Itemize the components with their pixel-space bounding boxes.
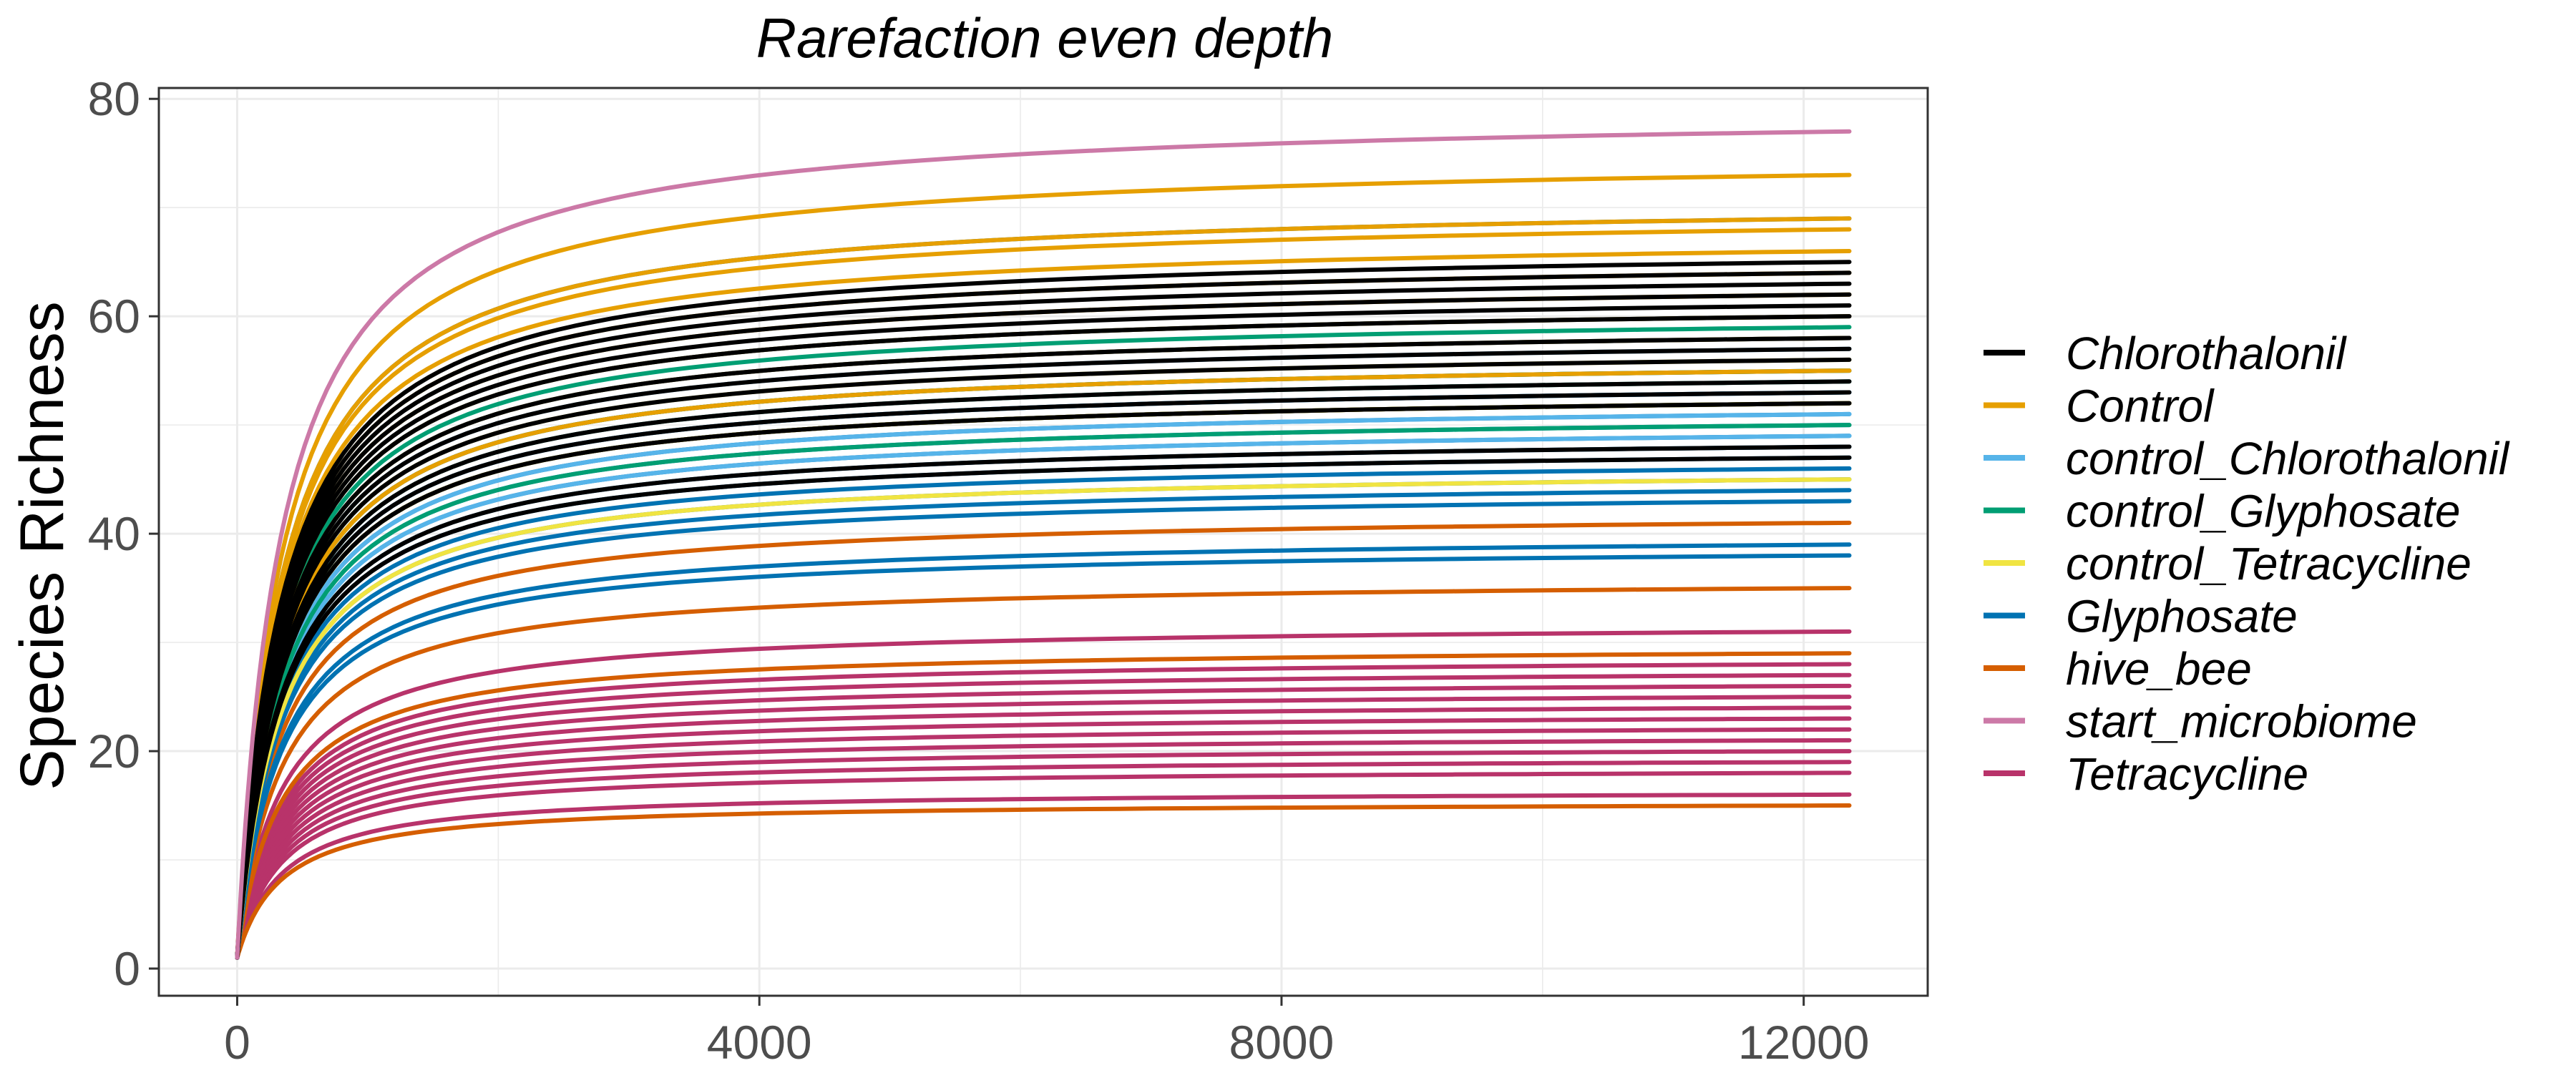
legend-label: control_Glyphosate — [2066, 486, 2460, 537]
legend-label: Chlorothalonil — [2066, 328, 2347, 379]
curve-line — [235, 586, 1852, 960]
legend-label: Control — [2066, 381, 2215, 432]
curve-line — [235, 249, 1852, 960]
y-tick-label: 40 — [88, 507, 140, 560]
y-tick-label: 80 — [88, 72, 140, 125]
curve-line — [235, 629, 1852, 960]
legend-label: hive_bee — [2066, 643, 2252, 695]
legend-item: Tetracycline — [1984, 748, 2308, 800]
x-tick-label: 8000 — [1229, 1016, 1335, 1069]
legend-label: control_Chlorothalonil — [2066, 433, 2510, 484]
curve-line — [235, 792, 1852, 960]
x-tick-label: 0 — [224, 1016, 250, 1069]
y-tick-label: 20 — [88, 725, 140, 778]
curve-line — [235, 803, 1852, 960]
x-tick-label: 12000 — [1738, 1016, 1870, 1069]
y-tick-label: 60 — [88, 290, 140, 343]
series-tetracycline — [235, 629, 1852, 960]
curve-line — [235, 749, 1852, 960]
legend-item: hive_bee — [1984, 643, 2252, 695]
curve-line — [235, 401, 1852, 960]
curve-line — [235, 455, 1852, 960]
y-tick-label: 0 — [114, 942, 140, 995]
rarefaction-curves — [235, 129, 1852, 960]
chart-title: Rarefaction even depth — [756, 6, 1334, 69]
axis-ticks: 0 4000 8000 12000 0 20 40 60 80 — [88, 72, 1870, 1069]
legend-label: Tetracycline — [2066, 748, 2308, 800]
legend: ChlorothalonilControlcontrol_Chlorothalo… — [1984, 328, 2510, 800]
curve-line — [235, 553, 1852, 960]
curve-line — [235, 129, 1852, 960]
legend-label: control_Tetracycline — [2066, 538, 2472, 589]
plot-panel — [157, 87, 1929, 997]
legend-item: control_Chlorothalonil — [1984, 433, 2510, 484]
legend-label: start_microbiome — [2066, 696, 2417, 748]
legend-item: Chlorothalonil — [1984, 328, 2347, 379]
legend-item: control_Glyphosate — [1984, 486, 2460, 537]
curve-line — [235, 651, 1852, 960]
legend-item: control_Tetracycline — [1984, 538, 2472, 589]
x-tick-label: 4000 — [707, 1016, 812, 1069]
legend-item: start_microbiome — [1984, 696, 2417, 748]
series-chlorothalonil — [235, 260, 1852, 960]
legend-item: Glyphosate — [1984, 591, 2298, 642]
curve-line — [235, 227, 1852, 960]
legend-item: Control — [1984, 381, 2215, 432]
legend-label: Glyphosate — [2066, 591, 2298, 642]
y-axis-label: Species Richness — [8, 301, 77, 790]
curve-line — [235, 770, 1852, 960]
series-start-microbiome — [235, 129, 1852, 960]
